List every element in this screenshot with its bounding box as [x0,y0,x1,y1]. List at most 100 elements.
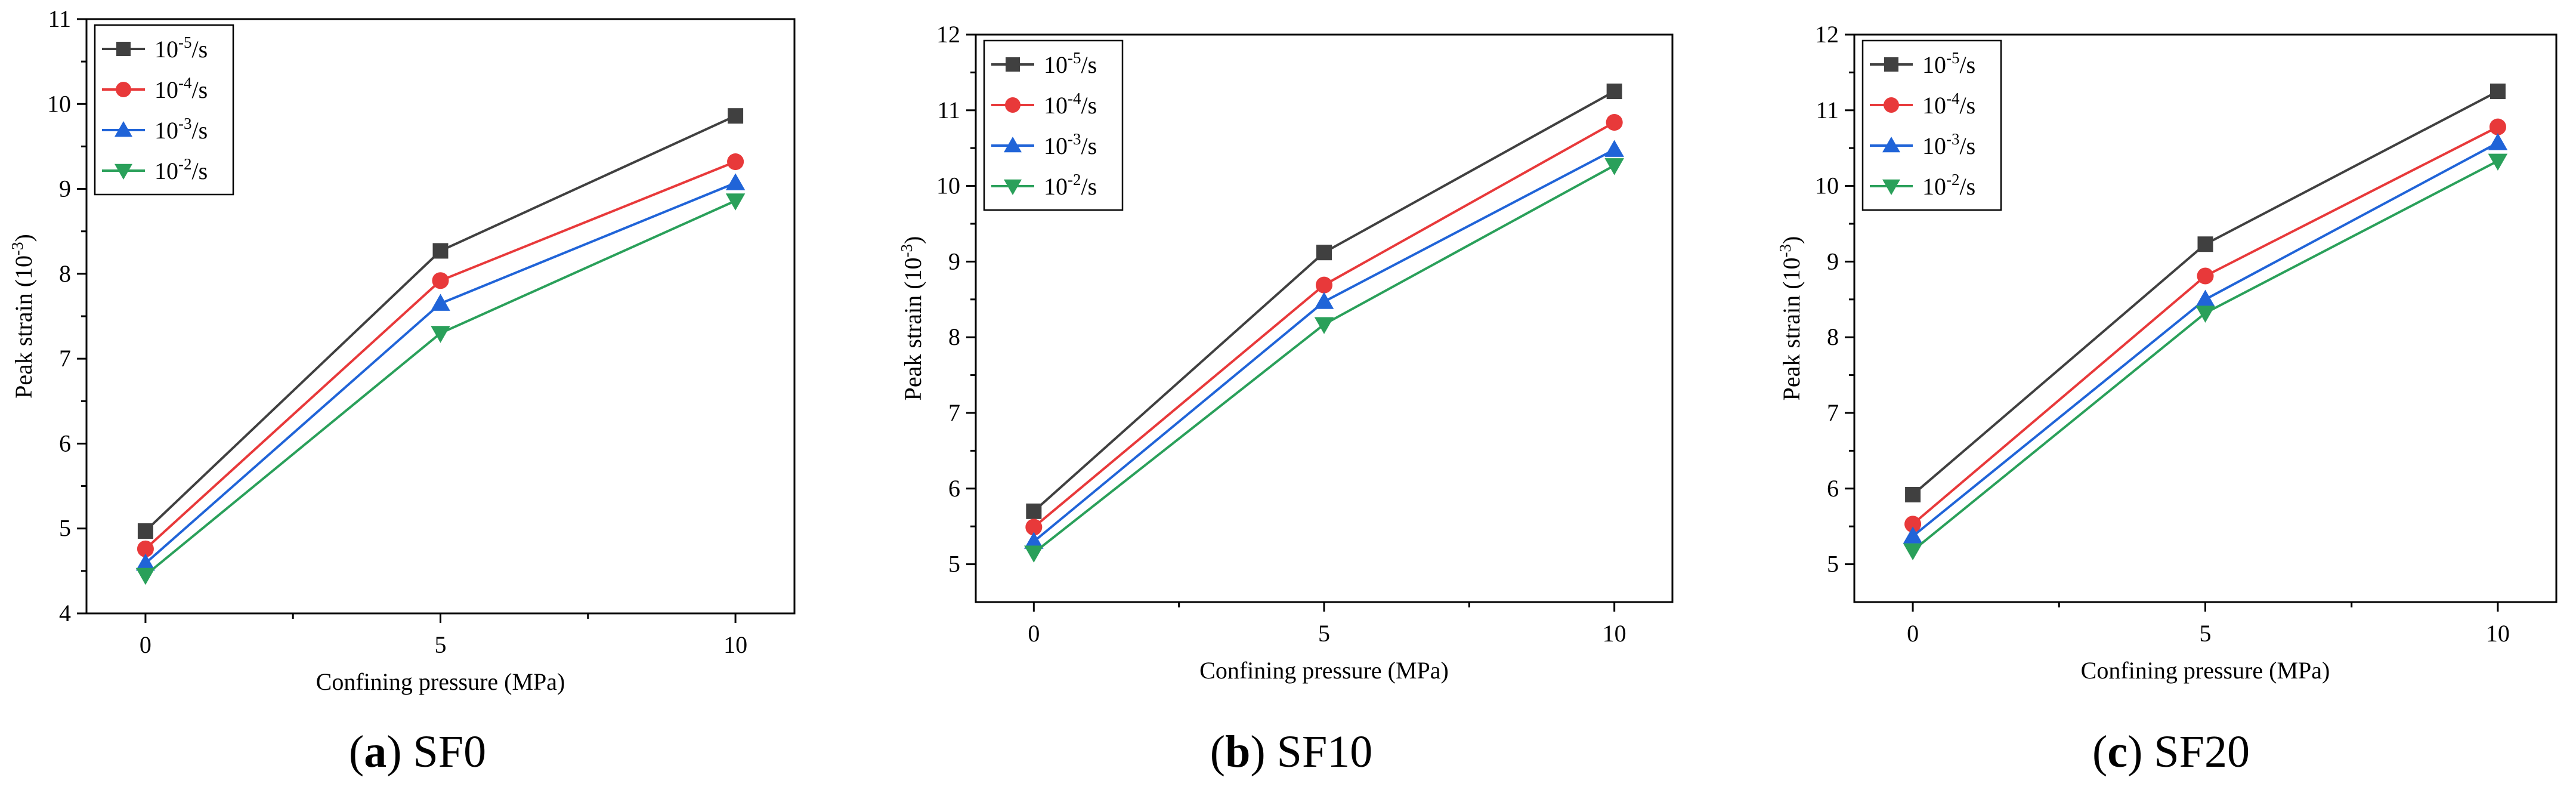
legend-exponent: -5 [178,33,192,51]
legend-entry-label: 10-3/s [1922,130,1975,159]
data-point [1905,486,1921,502]
legend-marker [1884,97,1899,113]
legend-unit: /s [192,36,208,63]
caption-text: SF10 [1277,727,1373,777]
legend-base: 10 [1922,132,1946,159]
y-axis-label-end: ) [1778,236,1805,244]
y-tick-label: 6 [948,475,960,502]
legend-exponent: -3 [1946,130,1960,148]
y-axis-label-exponent: -3 [8,242,26,255]
y-axis-label: Peak strain (10-3) [898,236,926,401]
legend-entry-label: 10-2/s [1922,171,1975,200]
data-point [1026,503,1042,519]
legend-marker [1004,179,1022,195]
caption-paren-open: ( [1210,727,1225,777]
y-axis-label-main: Peak strain (10 [899,257,926,400]
series-line [1033,164,1615,554]
legend-base: 10 [1922,173,1946,200]
y-tick-label: 9 [948,248,960,274]
legend-entry-label: 10-4/s [1044,90,1097,119]
data-point [432,243,449,259]
y-tick-label: 5 [59,515,71,542]
y-tick-label: 11 [937,97,960,124]
caption-label: b [1225,727,1250,777]
data-point [1025,519,1043,536]
legend-exponent: -5 [1068,49,1081,67]
data-point [2490,84,2506,100]
y-axis-label-exponent: -3 [898,244,916,258]
legend-exponent: -4 [1068,90,1081,107]
legend-unit: /s [1081,132,1097,159]
data-point [1903,526,1923,544]
y-axis-label-exponent: -3 [1776,244,1794,258]
data-point [1314,292,1334,309]
y-tick-label: 9 [1827,248,1839,274]
caption-paren-close: ) [1250,727,1276,777]
y-axis-label-main: Peak strain (10 [10,255,37,399]
legend-marker [116,82,131,97]
data-point [2197,267,2214,285]
legend-unit: /s [1960,173,1976,200]
caption-paren-open: ( [2092,727,2107,777]
legend-exponent: -3 [1068,130,1081,148]
y-axis-label: Peak strain (10-3) [8,234,37,399]
data-point [1604,140,1624,157]
legend-marker [1006,57,1020,72]
chart-panel-b: 0 5 10 5 6 7 8 9 10 11 12 Confining pressure (MPa) P… [898,21,1674,777]
y-tick-label: 10 [1815,172,1839,199]
chart-panel-c: 0 5 10 5 6 7 8 9 10 11 12 Confining pressure (MPa) P… [1776,21,2558,777]
y-tick-label: 12 [936,21,960,48]
x-tick-label: 10 [1603,620,1626,647]
data-point [2195,306,2215,323]
panel-caption: (c) SF20 [2092,727,2250,777]
legend-base: 10 [154,117,178,144]
data-point [1314,317,1334,334]
data-point [432,272,449,289]
legend-entry-label: 10-3/s [154,115,208,144]
data-point [2195,289,2215,307]
y-tick-label: 9 [59,175,71,202]
data-point [431,326,450,343]
legend-base: 10 [1044,173,1068,200]
legend-entry-label: 10-2/s [154,155,208,184]
y-tick-label: 11 [1816,97,1839,124]
y-tick-label: 7 [948,399,960,426]
caption-text: SF20 [2154,727,2250,777]
y-axis-label-end: ) [899,236,926,244]
y-tick-label: 5 [1827,551,1839,578]
legend-unit: /s [1960,132,1976,159]
data-point [725,173,746,190]
legend-entry-label: 10-3/s [1044,130,1097,159]
data-point [137,523,153,539]
y-tick-label: 8 [1827,323,1839,350]
panel-caption: (a) SF0 [349,727,486,777]
legend-entry-label: 10-5/s [154,33,208,63]
legend-unit: /s [1081,92,1097,119]
data-point [1606,114,1623,131]
legend-marker [115,163,132,180]
y-tick-label: 11 [48,5,71,32]
data-point [1024,532,1044,549]
y-tick-label: 10 [936,172,960,199]
data-point [1604,158,1624,175]
data-point [1606,84,1622,100]
y-tick-label: 4 [59,600,71,627]
caption-paren-close: ) [2127,727,2154,777]
legend-marker [115,121,132,137]
data-point [725,193,746,211]
legend-base: 10 [1044,92,1068,119]
x-tick-label: 5 [435,631,447,658]
y-axis-label-main: Peak strain (10 [1778,257,1805,400]
x-axis-label: Confining pressure (MPa) [2081,657,2330,684]
x-tick-label: 0 [140,631,151,658]
caption-paren-close: ) [386,727,413,777]
x-axis-label: Confining pressure (MPa) [1199,657,1449,684]
legend-entry-label: 10-4/s [1922,90,1975,119]
caption-label: c [2107,727,2127,777]
legend-marker [116,42,131,56]
legend-entry-label: 10-2/s [1044,171,1097,200]
legend-marker [1882,179,1900,195]
legend-marker [1004,137,1022,153]
x-tick-label: 10 [723,631,747,658]
